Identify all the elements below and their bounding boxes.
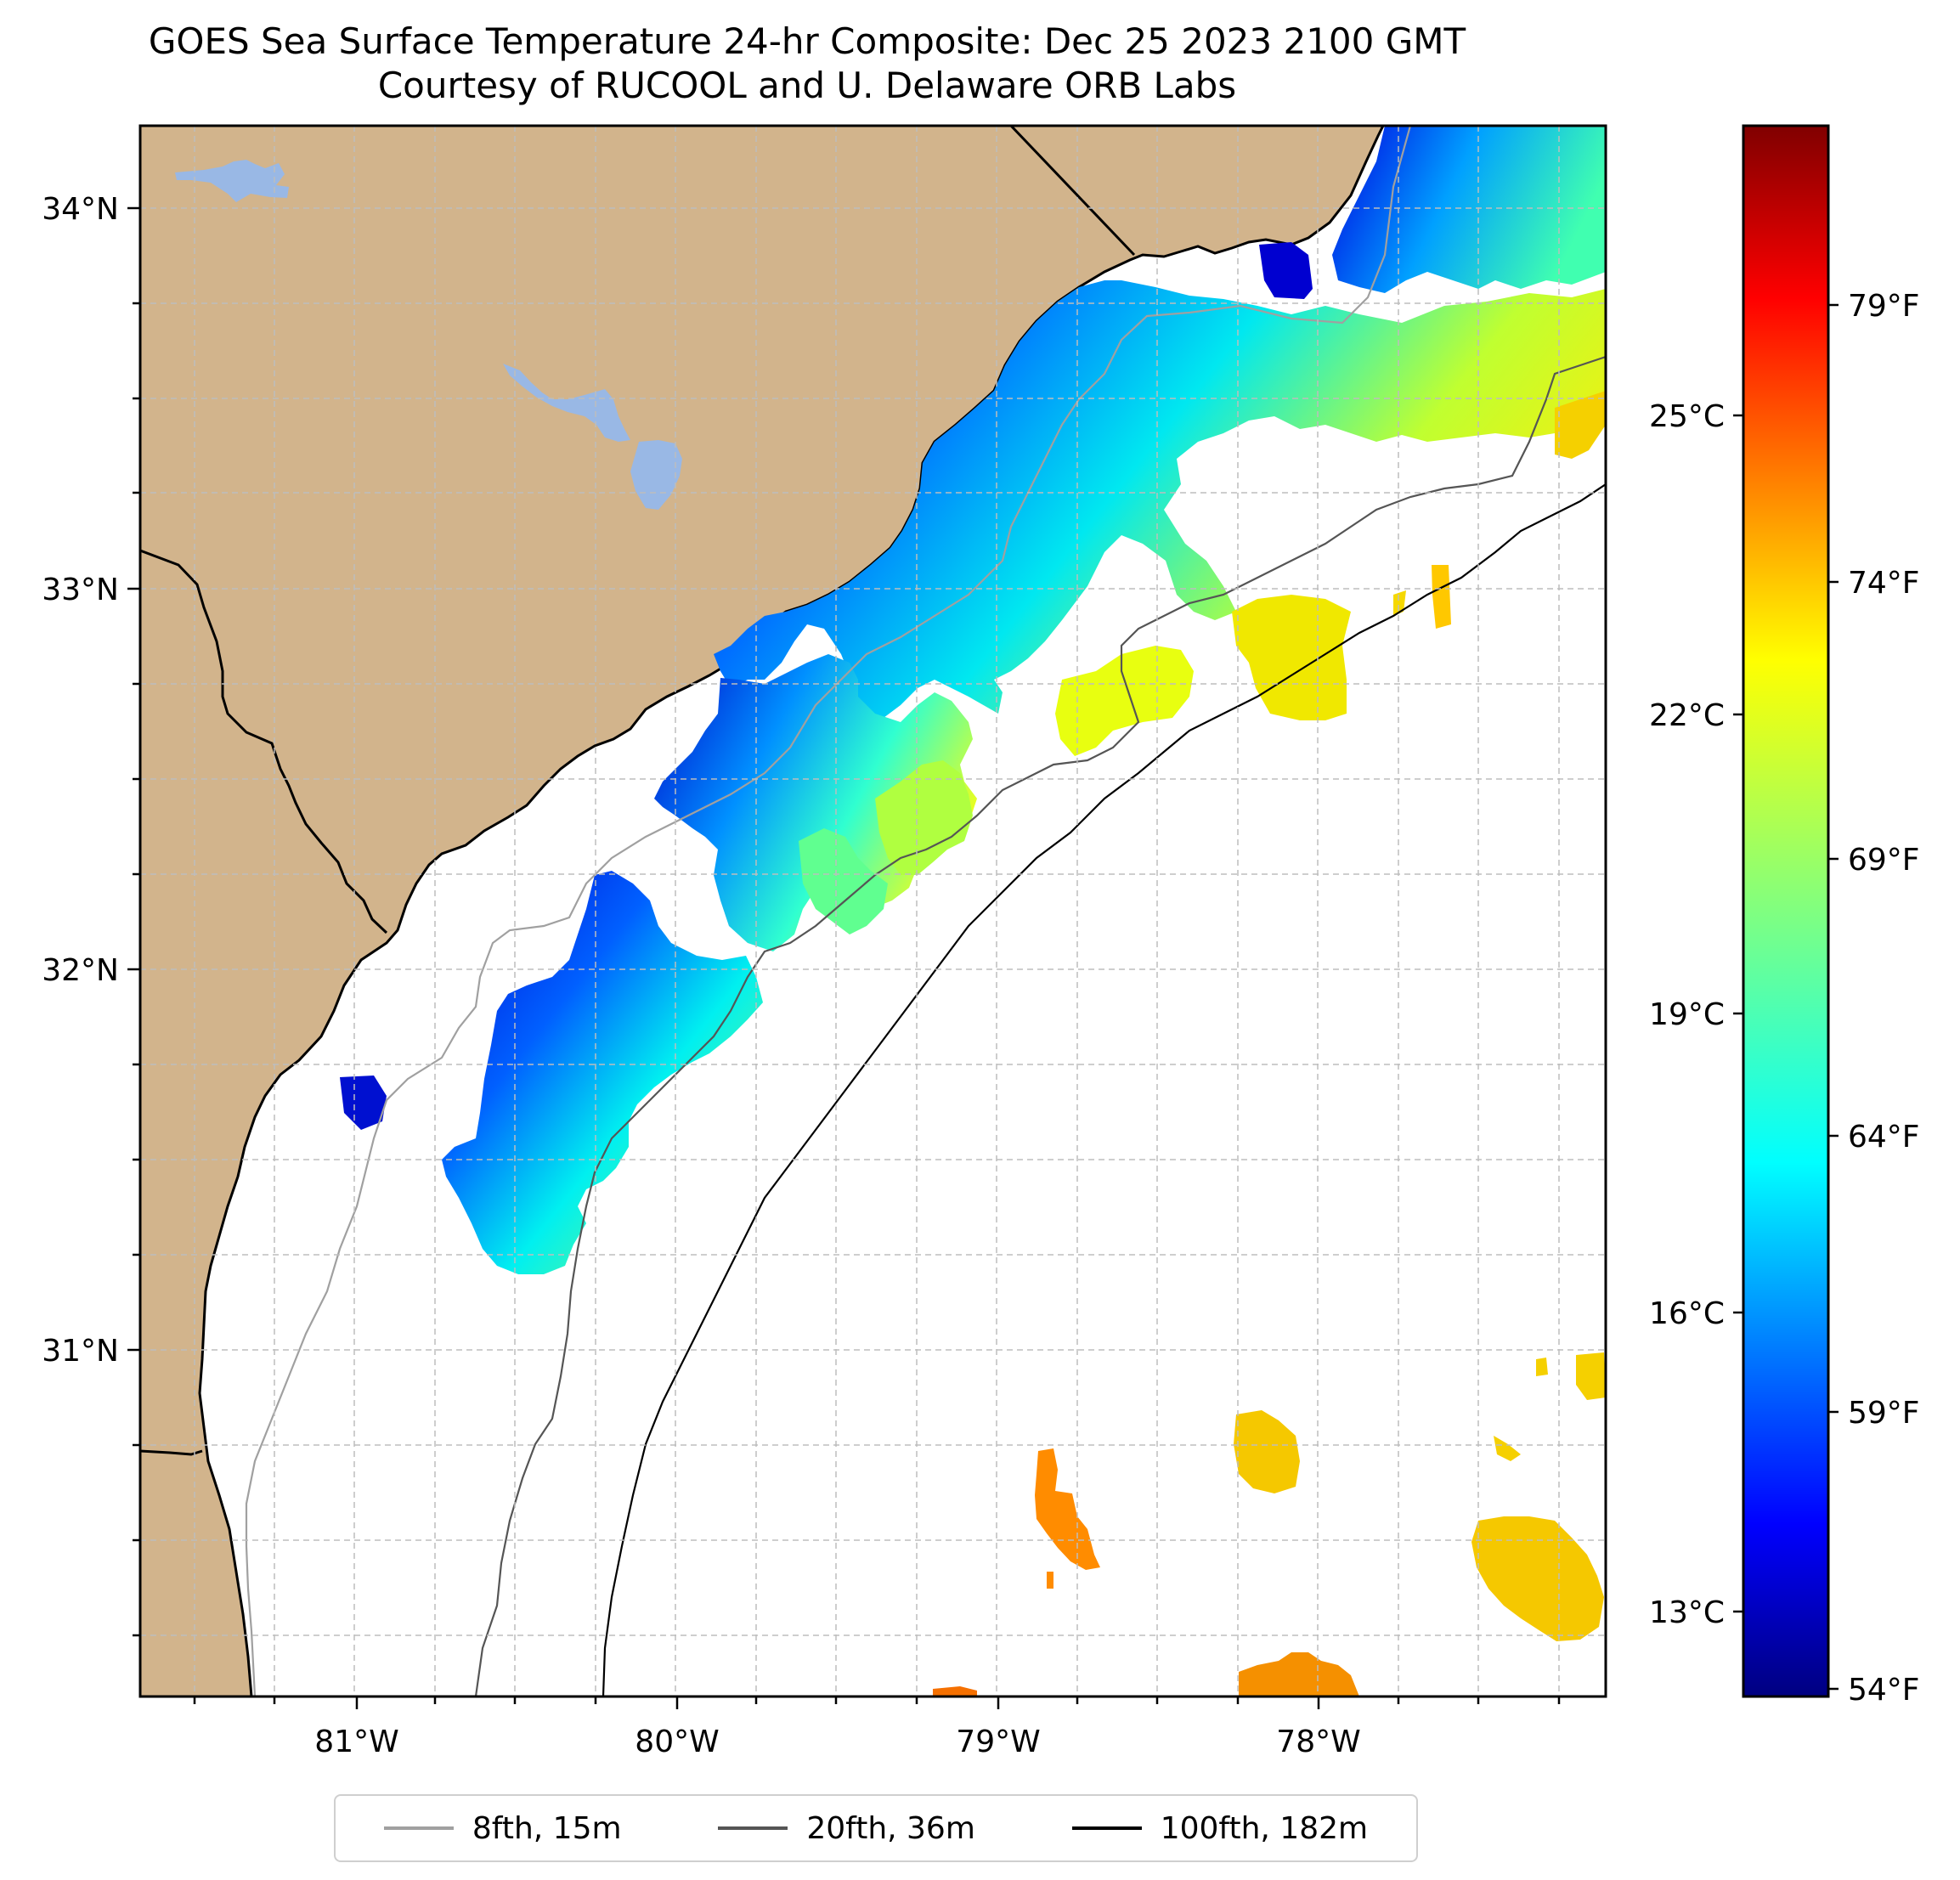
- sst-patch-savannah: [442, 871, 763, 1274]
- sst-patch-charleston: [654, 654, 977, 951]
- sst-patch-south-yellow-1: [1234, 1410, 1300, 1493]
- land-mass: [140, 126, 1385, 1697]
- lon-tick-label: 81°W: [314, 1725, 398, 1759]
- lat-tick-label: 31°N: [42, 1334, 119, 1369]
- fahrenheit-tick-label: 54°F: [1848, 1673, 1920, 1708]
- colorbar: [1742, 124, 1830, 1698]
- sst-patch-south-yellow-2: [1471, 1516, 1604, 1641]
- sst-patch-ne-orange: [1555, 391, 1606, 459]
- map-subtitle: Courtesy of RUCOOL and U. Delaware ORB L…: [377, 65, 1237, 106]
- sst-patches: [340, 126, 1606, 1697]
- fahrenheit-tick-label: 79°F: [1848, 289, 1920, 324]
- sst-patch-lime: [875, 760, 973, 875]
- state-border-west: [140, 549, 388, 934]
- lon-tick-label: 78°W: [1276, 1725, 1360, 1759]
- sst-patch-south-orange-3: [1239, 1652, 1359, 1697]
- sst-patch-cape-fear: [1259, 242, 1313, 299]
- isobath-20fth: [474, 355, 1606, 1697]
- celsius-tick-label: 25°C: [1649, 399, 1725, 434]
- fahrenheit-tick-label: 74°F: [1848, 566, 1920, 601]
- legend-line-20fth: [718, 1826, 788, 1830]
- sst-patch-south-yellow-5: [1494, 1436, 1521, 1461]
- legend-item-20fth: 20fth, 36m: [718, 1811, 975, 1846]
- map-axes-frame: [138, 124, 1607, 1698]
- lat-tick-label: 33°N: [42, 573, 119, 607]
- legend-line-8fth: [383, 1826, 454, 1830]
- map-title: GOES Sea Surface Temperature 24-hr Compo…: [148, 20, 1466, 62]
- sst-patch-east-orange: [1432, 565, 1451, 629]
- sst-patch-port-royal: [340, 1075, 387, 1130]
- sst-patch-south-yellow-3: [1576, 1352, 1606, 1400]
- legend-line-100fth: [1071, 1826, 1142, 1830]
- celsius-tick-label: 19°C: [1649, 997, 1725, 1032]
- map-gridlines: [140, 126, 1606, 1697]
- lat-tick-label: 34°N: [42, 192, 119, 227]
- isobath-legend: 8fth, 15m 20fth, 36m 100fth, 182m: [334, 1794, 1418, 1862]
- state-border-georgia: [140, 1449, 203, 1456]
- isobath-100fth: [602, 483, 1606, 1697]
- lake-marion: [175, 160, 289, 202]
- sst-patch-south-orange-4: [933, 1686, 977, 1697]
- sst-patch-south-yellow-4: [1536, 1358, 1548, 1376]
- fahrenheit-tick-label: 59°F: [1848, 1396, 1920, 1431]
- lat-tick-label: 32°N: [42, 953, 119, 988]
- sst-patch-green: [799, 828, 888, 934]
- sst-patch-shelf-yellow: [1055, 646, 1194, 756]
- fahrenheit-tick-label: 64°F: [1848, 1120, 1920, 1155]
- map-ticks: [127, 206, 1561, 1709]
- sst-patch-gulfstream-yellow: [1232, 595, 1351, 720]
- legend-item-100fth: 100fth, 182m: [1071, 1810, 1369, 1846]
- state-border: [1009, 126, 1136, 257]
- fahrenheit-tick-label: 69°F: [1848, 843, 1920, 878]
- lon-tick-label: 80°W: [635, 1725, 719, 1759]
- celsius-tick-label: 13°C: [1649, 1595, 1725, 1630]
- legend-label: 8fth, 15m: [472, 1810, 622, 1846]
- celsius-tick-label: 22°C: [1649, 698, 1725, 733]
- legend-label: 100fth, 182m: [1160, 1810, 1369, 1846]
- sst-patch-long-bay: [714, 280, 1606, 731]
- lake-moultrie: [503, 364, 630, 442]
- sst-patch-northeast: [1332, 126, 1606, 293]
- sst-patch-south-orange-2: [1047, 1572, 1053, 1589]
- colorbar-ticks: [1733, 303, 1839, 1691]
- lon-tick-label: 79°W: [956, 1725, 1040, 1759]
- legend-label: 20fth, 36m: [806, 1810, 975, 1846]
- legend-item-8fth: 8fth, 15m: [383, 1810, 622, 1846]
- celsius-tick-label: 16°C: [1649, 1296, 1725, 1331]
- isobath-8fth: [245, 126, 1412, 1697]
